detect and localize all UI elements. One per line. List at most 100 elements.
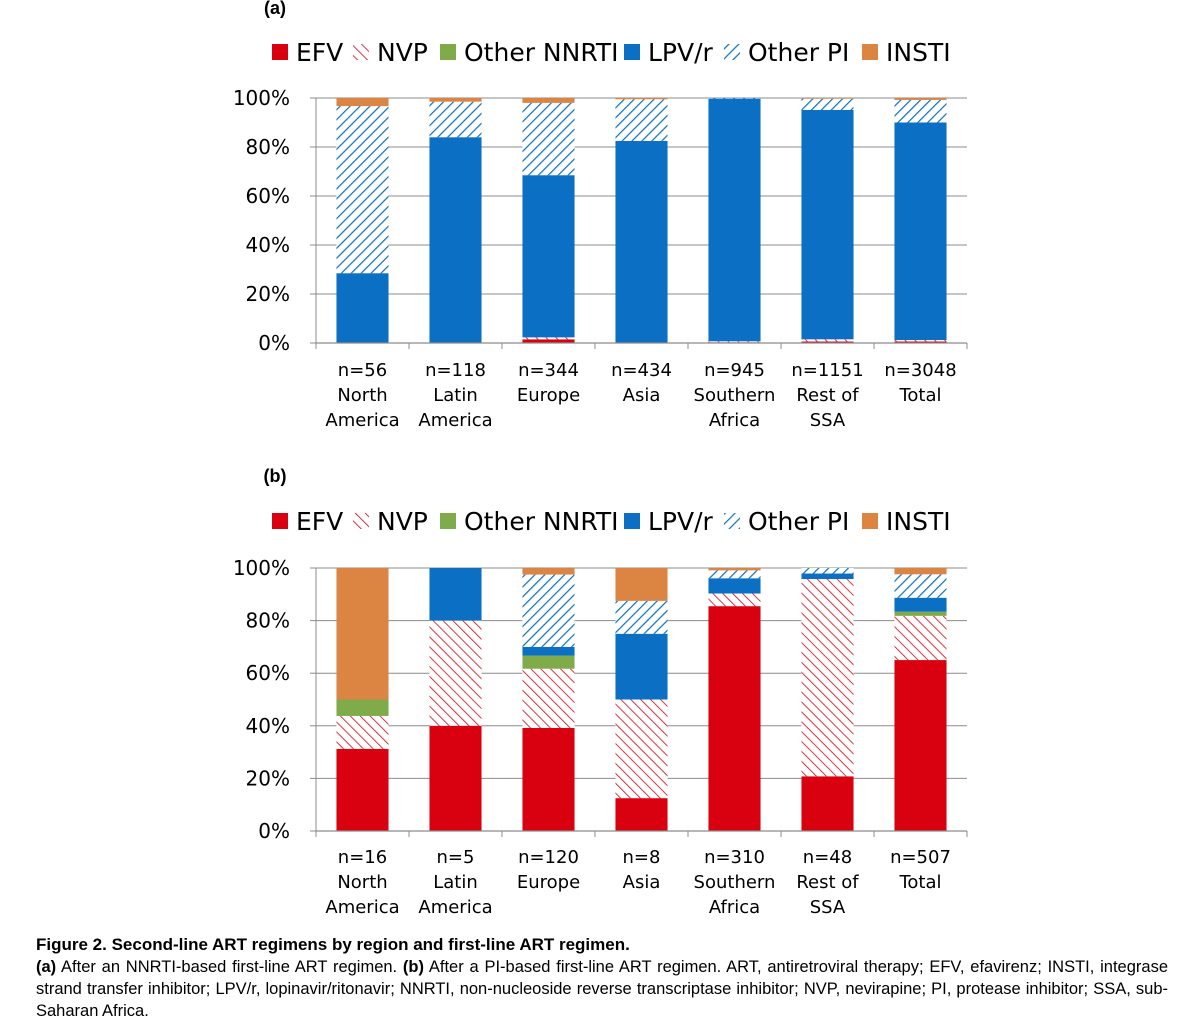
bar-stack-1 [429,98,482,343]
bar-segment-other-pi [615,600,668,634]
legend-item-nvp: NVP [353,38,428,67]
bar-stack-6 [894,568,947,831]
legend-item-efv: EFV [272,507,343,536]
bar-segment-lpv-r [522,646,575,656]
legend-label: Other NNRTI [464,507,619,536]
x-category-label: n=16 [338,847,387,868]
y-tick-label: 80% [246,609,290,633]
legend-item-lpv-r: LPV/r [624,507,714,536]
bar-segment-efv [429,725,482,831]
x-category-label: America [325,897,399,918]
bar-stack-5 [801,98,854,343]
legend-label: INSTI [886,507,951,536]
bar-segment-other-pi [522,102,575,176]
y-tick-label: 40% [246,233,290,257]
x-category-label: n=434 [611,360,672,381]
bar-segment-lpv-r [429,568,482,621]
x-category-label: America [418,410,492,431]
y-tick-label: 20% [246,766,290,790]
y-tick-label: 100% [233,556,290,580]
bar-segment-lpv-r [894,597,947,612]
bar-segment-other-pi [894,574,947,598]
x-category-label: Asia [623,872,661,893]
legend-item-efv: EFV [272,38,343,67]
legend-label: Other PI [748,507,849,536]
bar-segment-insti [894,98,947,100]
bar-segment-efv [801,776,854,831]
bar-segment-insti [336,568,389,700]
bar-segment-other-pi [894,99,947,123]
panel-label: (a) [264,0,286,18]
x-category-label: n=120 [518,847,579,868]
caption-a-label: (a) [36,958,57,976]
legend-label: NVP [377,38,428,67]
x-category-label: SSA [810,410,846,431]
bar-segment-lpv-r [429,137,482,343]
bar-stack-0 [336,568,389,831]
legend-item-insti: INSTI [862,38,951,67]
bar-segment-nvp [429,620,482,726]
bar-stack-2 [522,568,575,831]
legend-item-other-nnrti: Other NNRTI [440,38,619,67]
caption-body: (a) After an NNRTI-based first-line ART … [36,956,1168,1022]
bar-segment-other-pi [522,574,575,647]
legend-item-nvp: NVP [353,507,428,536]
caption-b-label: (b) [402,958,424,976]
legend-label: EFV [296,38,343,67]
legend-label: LPV/r [648,38,714,67]
bar-segment-efv [615,798,668,831]
bar-segment-lpv-r [801,110,854,340]
x-category-label: n=344 [518,360,579,381]
x-category-label: n=507 [890,847,951,868]
legend-label: EFV [296,507,343,536]
x-category-label: Africa [709,897,760,918]
x-category-label: North [337,872,387,893]
bar-segment-other-pi [708,570,761,579]
bar-segment-other-nnrti [522,655,575,669]
legend-swatch [724,513,740,529]
legend-swatch [862,44,878,60]
bar-segment-efv [894,341,947,343]
legend-swatch [724,44,740,60]
x-category-label: Southern [694,385,776,406]
legend-swatch [272,513,288,529]
x-category-label: Rest of [796,872,859,893]
x-category-label: North [337,385,387,406]
y-tick-label: 100% [233,86,290,110]
bar-segment-other-pi [336,106,389,274]
bar-segment-insti [894,568,947,575]
bar-stack-4 [708,568,761,831]
x-category-label: Total [898,385,941,406]
x-category-label: SSA [810,897,846,918]
bar-segment-lpv-r [894,122,947,341]
x-category-label: n=48 [803,847,852,868]
bar-stack-2 [522,98,575,343]
x-category-label: n=945 [704,360,765,381]
bar-stack-4 [708,98,761,343]
legend-swatch [624,513,640,529]
bar-stack-3 [615,568,668,831]
caption-title: Figure 2. Second-line ART regimens by re… [36,935,630,954]
legend-item-other-nnrti: Other NNRTI [440,507,619,536]
x-category-label: Europe [517,385,580,406]
bar-segment-nvp [708,593,761,607]
bar-segment-lpv-r [336,273,389,343]
bar-segment-lpv-r [615,140,668,343]
bar-segment-nvp [894,615,947,661]
legend-label: Other PI [748,38,849,67]
bar-stack-1 [429,568,482,831]
bar-segment-efv [336,748,389,831]
bar-segment-insti [615,568,668,601]
x-category-label: n=8 [623,847,661,868]
x-category-label: Africa [709,410,760,431]
bar-segment-lpv-r [708,98,761,342]
x-category-label: Asia [623,385,661,406]
bar-segment-lpv-r [708,578,761,594]
x-category-label: n=1151 [791,360,863,381]
bar-segment-lpv-r [522,175,575,338]
bar-segment-insti [429,98,482,102]
bar-segment-other-pi [615,99,668,141]
caption-a-text: After an NNRTI-based first-line ART regi… [56,958,403,976]
y-tick-label: 80% [246,135,290,159]
legend-label: NVP [377,507,428,536]
